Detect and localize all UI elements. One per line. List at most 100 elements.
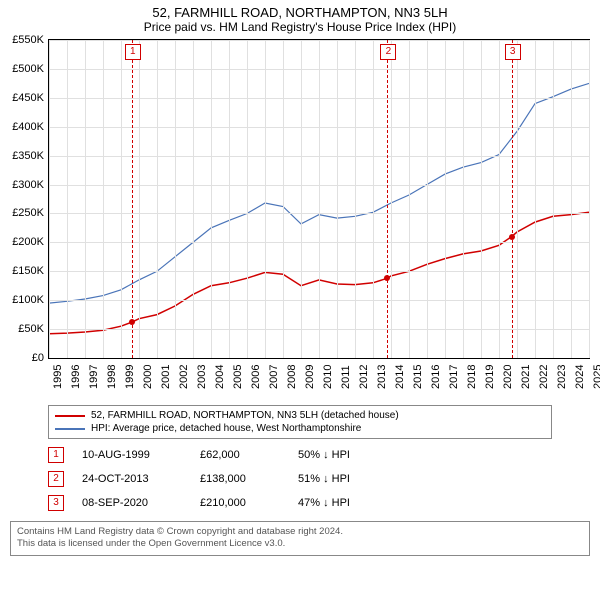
x-tick-label: 2003 xyxy=(196,365,208,389)
chart-title: 52, FARMHILL ROAD, NORTHAMPTON, NN3 5LH xyxy=(0,0,600,20)
y-tick-label: £0 xyxy=(32,352,44,364)
footer-attribution: Contains HM Land Registry data © Crown c… xyxy=(10,521,590,556)
gridline-v xyxy=(229,40,230,358)
sale-marker-box: 2 xyxy=(380,44,396,60)
x-axis-labels: 1995 1996 1997 1998 1999 2000 2001 2002 2003 2004… xyxy=(48,359,590,399)
x-tick-label: 1996 xyxy=(70,365,82,389)
gridline-v xyxy=(49,40,50,358)
gridline-v xyxy=(103,40,104,358)
footer-line-1: Contains HM Land Registry data © Crown c… xyxy=(17,526,583,538)
x-tick-label: 1995 xyxy=(52,365,64,389)
x-tick-label: 1999 xyxy=(124,365,136,389)
x-tick-label: 2021 xyxy=(520,365,532,389)
x-tick-label: 2000 xyxy=(142,365,154,389)
sale-point xyxy=(384,275,390,281)
x-tick-label: 2012 xyxy=(358,365,370,389)
gridline-v xyxy=(535,40,536,358)
x-tick-label: 2001 xyxy=(160,365,172,389)
gridline-v xyxy=(571,40,572,358)
legend-swatch xyxy=(55,415,85,417)
gridline-v xyxy=(499,40,500,358)
legend-label: HPI: Average price, detached house, West… xyxy=(91,423,361,434)
x-tick-label: 2015 xyxy=(412,365,424,389)
legend-row: HPI: Average price, detached house, West… xyxy=(55,422,545,435)
plot-area: 123 xyxy=(48,39,590,359)
legend-box: 52, FARMHILL ROAD, NORTHAMPTON, NN3 5LH … xyxy=(48,405,552,439)
sale-marker-line xyxy=(512,40,513,358)
gridline-v xyxy=(553,40,554,358)
x-tick-label: 1997 xyxy=(88,365,100,389)
transaction-date: 10-AUG-1999 xyxy=(82,449,182,461)
chart-container: 52, FARMHILL ROAD, NORTHAMPTON, NN3 5LH … xyxy=(0,0,600,590)
x-tick-label: 2017 xyxy=(448,365,460,389)
transaction-hpi: 47% ↓ HPI xyxy=(298,497,398,509)
y-tick-label: £50K xyxy=(18,323,44,335)
x-tick-label: 2016 xyxy=(430,365,442,389)
transactions-table: 110-AUG-1999£62,00050% ↓ HPI224-OCT-2013… xyxy=(48,443,552,515)
x-tick-label: 2025 xyxy=(592,365,600,389)
gridline-v xyxy=(139,40,140,358)
transaction-hpi: 51% ↓ HPI xyxy=(298,473,398,485)
gridline-v xyxy=(481,40,482,358)
y-tick-label: £200K xyxy=(12,236,44,248)
transaction-row: 308-SEP-2020£210,00047% ↓ HPI xyxy=(48,491,552,515)
transaction-row: 2 24-OCT-2013 £138,000 51% ↓ HPI xyxy=(48,467,552,491)
gridline-v xyxy=(409,40,410,358)
gridline-v xyxy=(337,40,338,358)
y-tick-label: £100K xyxy=(12,294,44,306)
x-tick-label: 2019 xyxy=(484,365,496,389)
gridline-v xyxy=(211,40,212,358)
gridline-v xyxy=(175,40,176,358)
transaction-price: £138,000 xyxy=(200,473,280,485)
transaction-hpi: 50% ↓ HPI xyxy=(298,449,398,461)
x-tick-label: 2005 xyxy=(232,365,244,389)
x-tick-label: 1998 xyxy=(106,365,118,389)
gridline-v xyxy=(319,40,320,358)
x-tick-label: 2011 xyxy=(340,365,352,389)
transaction-marker: 1 xyxy=(48,447,64,463)
gridline-v xyxy=(283,40,284,358)
x-tick-label: 2022 xyxy=(538,365,550,389)
sale-point xyxy=(129,319,135,325)
y-tick-label: £250K xyxy=(12,207,44,219)
gridline-v xyxy=(121,40,122,358)
sale-marker-box: 1 xyxy=(125,44,141,60)
chart-subtitle: Price paid vs. HM Land Registry's House … xyxy=(0,20,600,39)
y-tick-label: £350K xyxy=(12,150,44,162)
gridline-v xyxy=(157,40,158,358)
gridline-v xyxy=(67,40,68,358)
y-tick-label: £400K xyxy=(12,121,44,133)
y-tick-label: £300K xyxy=(12,179,44,191)
y-tick-label: £150K xyxy=(12,265,44,277)
gridline-v xyxy=(589,40,590,358)
y-axis-labels: £0£50K£100K£150K£200K£250K£300K£350K£400… xyxy=(0,40,46,360)
x-tick-label: 2007 xyxy=(268,365,280,389)
y-tick-label: £550K xyxy=(12,34,44,46)
gridline-v xyxy=(301,40,302,358)
legend-row: 52, FARMHILL ROAD, NORTHAMPTON, NN3 5LH … xyxy=(55,409,545,422)
gridline-v xyxy=(517,40,518,358)
transaction-date: 24-OCT-2013 xyxy=(82,473,182,485)
transaction-marker: 2 xyxy=(48,471,64,487)
footer-line-2: This data is licensed under the Open Gov… xyxy=(17,538,583,550)
gridline-v xyxy=(85,40,86,358)
x-tick-label: 2010 xyxy=(322,365,334,389)
x-tick-label: 2023 xyxy=(556,365,568,389)
gridline-v xyxy=(193,40,194,358)
gridline-v xyxy=(391,40,392,358)
transaction-price: £210,000 xyxy=(200,497,280,509)
transaction-row: 110-AUG-1999£62,00050% ↓ HPI xyxy=(48,443,552,467)
gridline-v xyxy=(247,40,248,358)
gridline-v xyxy=(463,40,464,358)
x-tick-label: 2024 xyxy=(574,365,586,389)
legend-label: 52, FARMHILL ROAD, NORTHAMPTON, NN3 5LH … xyxy=(91,410,399,421)
x-tick-label: 2018 xyxy=(466,365,478,389)
gridline-v xyxy=(427,40,428,358)
x-tick-label: 2004 xyxy=(214,365,226,389)
y-tick-label: £500K xyxy=(12,63,44,75)
x-tick-label: 2002 xyxy=(178,365,190,389)
legend-swatch xyxy=(55,428,85,430)
x-tick-label: 2006 xyxy=(250,365,262,389)
gridline-v xyxy=(355,40,356,358)
transaction-date: 08-SEP-2020 xyxy=(82,497,182,509)
